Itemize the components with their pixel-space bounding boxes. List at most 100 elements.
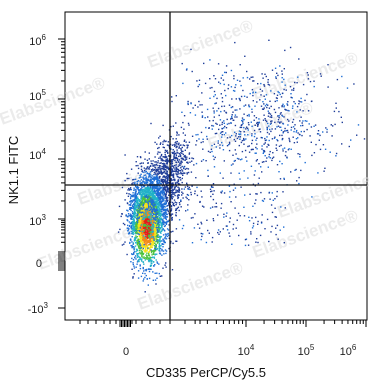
event-dot — [198, 100, 200, 103]
event-dot — [130, 207, 132, 210]
event-dot — [155, 236, 157, 238]
event-dot — [139, 264, 141, 266]
event-dot — [149, 235, 151, 238]
event-dot — [173, 188, 176, 190]
event-dot — [311, 154, 313, 157]
y-tick-label: 104 — [29, 147, 46, 162]
event-dot — [164, 140, 166, 143]
event-dot — [153, 164, 155, 166]
event-dot — [165, 150, 168, 153]
event-dot — [181, 165, 183, 168]
event-dot — [166, 208, 169, 210]
event-dot — [152, 279, 154, 281]
event-dot — [128, 204, 130, 206]
event-dot — [127, 224, 129, 227]
event-dot — [227, 87, 229, 90]
event-dot — [158, 209, 160, 212]
event-dot — [280, 96, 283, 98]
event-dot — [137, 240, 139, 242]
event-dot — [287, 118, 289, 121]
event-dot — [167, 220, 170, 222]
event-dot — [245, 126, 248, 128]
event-dot — [288, 110, 290, 112]
event-dot — [177, 161, 180, 163]
event-dot — [230, 122, 232, 124]
event-dot — [147, 180, 149, 182]
event-dot — [175, 156, 178, 159]
event-dot — [144, 291, 146, 293]
event-dot — [142, 272, 144, 274]
event-dot — [201, 104, 203, 106]
event-dot — [139, 209, 141, 211]
event-dot — [137, 198, 139, 200]
event-dot — [146, 258, 149, 260]
event-dot — [146, 187, 149, 189]
event-dot — [145, 199, 148, 201]
event-dot — [209, 97, 211, 99]
event-dot — [239, 80, 241, 82]
event-dot — [162, 175, 165, 177]
event-dot — [181, 194, 183, 196]
event-dot — [182, 197, 184, 199]
event-dot — [157, 160, 159, 162]
event-dot — [150, 162, 153, 165]
event-dot — [123, 243, 125, 245]
event-dot — [159, 202, 161, 205]
event-dot — [143, 220, 145, 223]
event-dot — [198, 79, 201, 81]
event-dot — [159, 197, 161, 199]
event-dot — [187, 144, 189, 146]
event-dot — [126, 227, 128, 229]
event-dot — [164, 264, 166, 266]
event-dot — [158, 212, 160, 215]
event-dot — [159, 205, 161, 207]
event-dot — [183, 166, 185, 168]
event-dot — [144, 171, 146, 173]
event-dot — [185, 158, 187, 160]
event-dot — [184, 159, 186, 161]
event-dot — [259, 234, 262, 237]
event-dot — [146, 250, 148, 252]
event-dot — [154, 191, 156, 193]
event-dot — [187, 204, 189, 206]
event-dot — [294, 124, 296, 126]
event-dot — [255, 160, 258, 162]
event-dot — [138, 259, 140, 261]
event-dot — [261, 73, 263, 75]
event-dot — [234, 114, 237, 116]
event-dot — [190, 171, 193, 173]
event-dot — [271, 138, 274, 140]
event-dot — [145, 212, 147, 214]
event-dot — [158, 201, 160, 204]
event-dot — [239, 133, 241, 136]
event-dot — [291, 89, 293, 91]
event-dot — [160, 191, 162, 194]
event-dot — [134, 238, 136, 240]
y-tick-labels: 106 105 104 103 0 -103 — [28, 33, 49, 316]
event-dot — [140, 188, 142, 190]
event-dot — [260, 191, 262, 194]
event-dot — [253, 80, 255, 82]
event-dot — [207, 229, 209, 232]
event-dot — [138, 245, 140, 247]
event-dot — [144, 177, 146, 179]
event-dot — [170, 213, 173, 215]
event-dot — [294, 102, 296, 105]
event-dot — [133, 199, 135, 201]
event-dot — [159, 212, 161, 214]
event-dot — [235, 84, 237, 86]
event-dot — [165, 262, 167, 264]
event-dot — [132, 212, 134, 215]
event-dot — [199, 104, 201, 106]
event-dot — [229, 217, 231, 219]
event-dot — [130, 168, 133, 170]
event-dot — [209, 188, 212, 190]
event-dot — [139, 245, 141, 248]
event-dot — [250, 121, 252, 123]
event-dot — [163, 253, 165, 255]
event-dot — [168, 191, 170, 193]
event-dot — [165, 168, 167, 171]
event-dot — [135, 197, 137, 199]
event-dot — [245, 128, 247, 130]
event-dot — [238, 144, 240, 147]
